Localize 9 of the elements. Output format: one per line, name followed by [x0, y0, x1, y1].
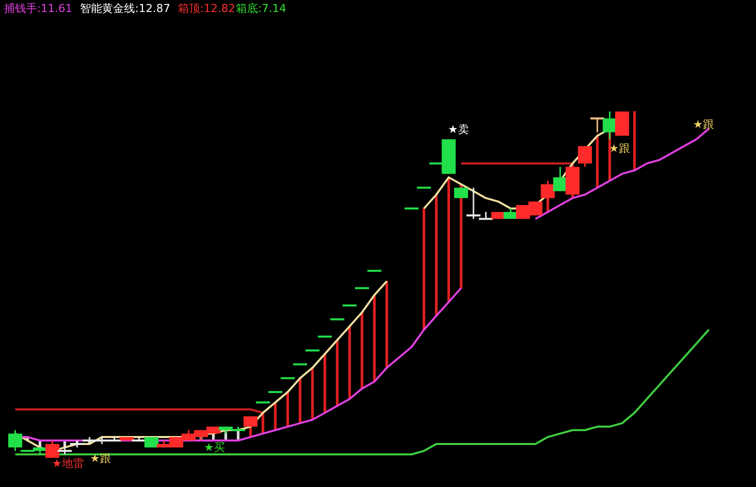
text: 捕钱手:11.61	[4, 2, 72, 15]
text: 箱底:7.14	[236, 2, 286, 15]
annotation: ★地雷	[52, 457, 84, 470]
annotation: ★卖	[448, 123, 469, 136]
annotation: ★跟	[90, 452, 111, 465]
text: 智能黄金线:12.87	[80, 2, 170, 15]
text: 箱顶:12.82	[178, 2, 236, 15]
annotation: ★跟	[693, 118, 714, 131]
annotation: ★买	[204, 441, 225, 454]
